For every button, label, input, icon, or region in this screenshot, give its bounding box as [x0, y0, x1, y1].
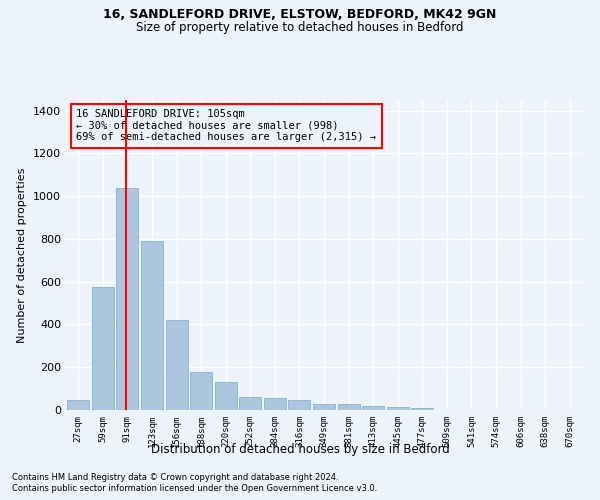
Bar: [313, 404, 335, 410]
Bar: [67, 400, 89, 410]
Bar: [215, 382, 237, 410]
Bar: [338, 404, 359, 410]
Bar: [190, 372, 212, 410]
Text: Contains HM Land Registry data © Crown copyright and database right 2024.: Contains HM Land Registry data © Crown c…: [12, 472, 338, 482]
Bar: [362, 406, 384, 410]
Bar: [386, 407, 409, 410]
Text: 16 SANDLEFORD DRIVE: 105sqm
← 30% of detached houses are smaller (998)
69% of se: 16 SANDLEFORD DRIVE: 105sqm ← 30% of det…: [76, 110, 376, 142]
Y-axis label: Number of detached properties: Number of detached properties: [17, 168, 28, 342]
Text: Size of property relative to detached houses in Bedford: Size of property relative to detached ho…: [136, 21, 464, 34]
Bar: [411, 408, 433, 410]
Text: 16, SANDLEFORD DRIVE, ELSTOW, BEDFORD, MK42 9GN: 16, SANDLEFORD DRIVE, ELSTOW, BEDFORD, M…: [103, 8, 497, 20]
Bar: [141, 241, 163, 410]
Bar: [239, 397, 262, 410]
Bar: [166, 320, 188, 410]
Bar: [289, 400, 310, 410]
Bar: [116, 188, 139, 410]
Bar: [92, 287, 114, 410]
Text: Distribution of detached houses by size in Bedford: Distribution of detached houses by size …: [151, 442, 449, 456]
Text: Contains public sector information licensed under the Open Government Licence v3: Contains public sector information licen…: [12, 484, 377, 493]
Bar: [264, 398, 286, 410]
